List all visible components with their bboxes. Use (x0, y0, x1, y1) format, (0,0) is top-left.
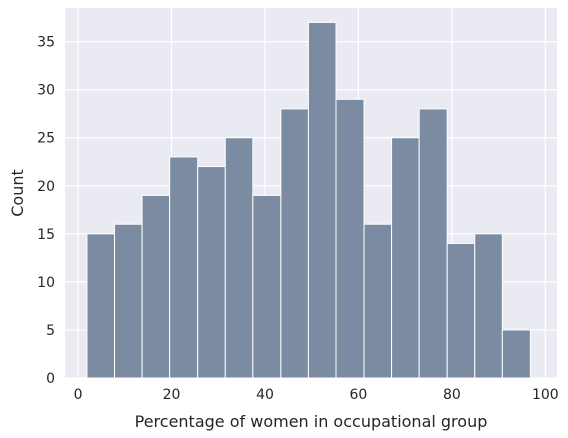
histogram-bar (114, 223, 143, 379)
y-tick-label: 10 (37, 275, 55, 291)
histogram-bar (252, 194, 282, 379)
histogram-bar (418, 108, 448, 379)
bars (86, 21, 531, 379)
histogram-bar (86, 233, 116, 379)
histogram-bar (391, 137, 420, 379)
y-tick-label: 5 (46, 323, 55, 339)
y-tick-label: 0 (46, 371, 55, 387)
histogram-bar (501, 329, 531, 379)
x-tick-label: 80 (443, 387, 461, 403)
y-tick-label: 20 (37, 179, 55, 195)
x-tick-label: 20 (163, 387, 181, 403)
x-tick-label: 100 (532, 387, 559, 403)
histogram-bar (446, 242, 476, 379)
y-tick-label: 30 (37, 83, 55, 99)
histogram-bar (280, 108, 309, 379)
y-tick-label: 15 (37, 227, 55, 243)
histogram-bar (307, 21, 337, 379)
histogram-bar (474, 233, 503, 379)
x-tick-label: 60 (350, 387, 368, 403)
histogram-bar (224, 137, 254, 379)
y-axis-label: Count (8, 169, 27, 217)
x-tick-labels: 0 20 40 60 80 100 (74, 387, 559, 403)
y-tick-label: 25 (37, 131, 55, 147)
x-axis-label: Percentage of women in occupational grou… (135, 412, 488, 431)
y-tick-label: 35 (37, 35, 55, 51)
y-tick-labels: 0 5 10 15 20 25 30 35 (37, 35, 55, 387)
x-tick-label: 0 (74, 387, 83, 403)
histogram-bar (335, 98, 365, 379)
histogram-bar (197, 166, 226, 379)
x-tick-label: 40 (256, 387, 274, 403)
histogram-bar (169, 156, 199, 379)
histogram-bar (363, 223, 393, 379)
histogram-bar (141, 194, 171, 379)
